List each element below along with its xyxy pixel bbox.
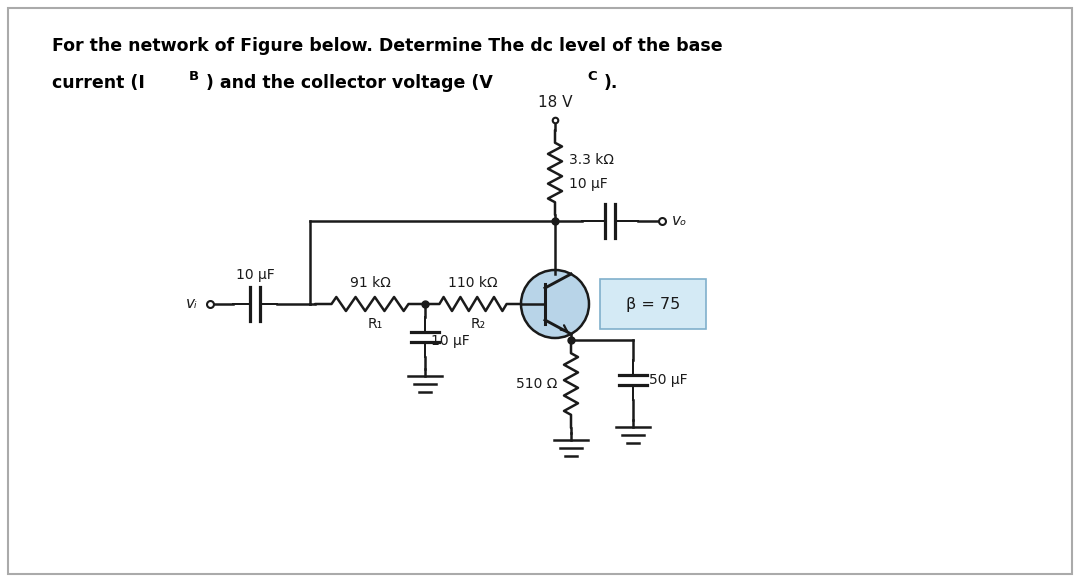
Text: 10 μF: 10 μF: [235, 268, 274, 282]
Text: 10 μF: 10 μF: [569, 178, 608, 191]
Text: R₂: R₂: [471, 317, 486, 331]
Text: current (I: current (I: [52, 74, 145, 92]
Text: R₁: R₁: [367, 317, 382, 331]
Text: 18 V: 18 V: [538, 95, 572, 110]
Text: vₒ: vₒ: [672, 214, 687, 229]
FancyBboxPatch shape: [8, 8, 1072, 574]
Text: ) and the collector voltage (V: ) and the collector voltage (V: [206, 74, 492, 92]
Text: vᵢ: vᵢ: [186, 296, 198, 311]
Text: For the network of Figure below. Determine The dc level of the base: For the network of Figure below. Determi…: [52, 37, 723, 55]
Circle shape: [521, 270, 589, 338]
Text: 91 kΩ: 91 kΩ: [350, 276, 391, 290]
Text: 10 μF: 10 μF: [431, 335, 470, 349]
FancyBboxPatch shape: [600, 279, 706, 329]
Text: B: B: [189, 70, 199, 83]
Text: 110 kΩ: 110 kΩ: [448, 276, 498, 290]
Text: β = 75: β = 75: [626, 296, 680, 311]
Text: 510 Ω: 510 Ω: [516, 377, 557, 391]
Text: ).: ).: [604, 74, 619, 92]
Text: C: C: [588, 70, 596, 83]
Text: 3.3 kΩ: 3.3 kΩ: [569, 154, 615, 168]
Text: 50 μF: 50 μF: [649, 373, 688, 387]
